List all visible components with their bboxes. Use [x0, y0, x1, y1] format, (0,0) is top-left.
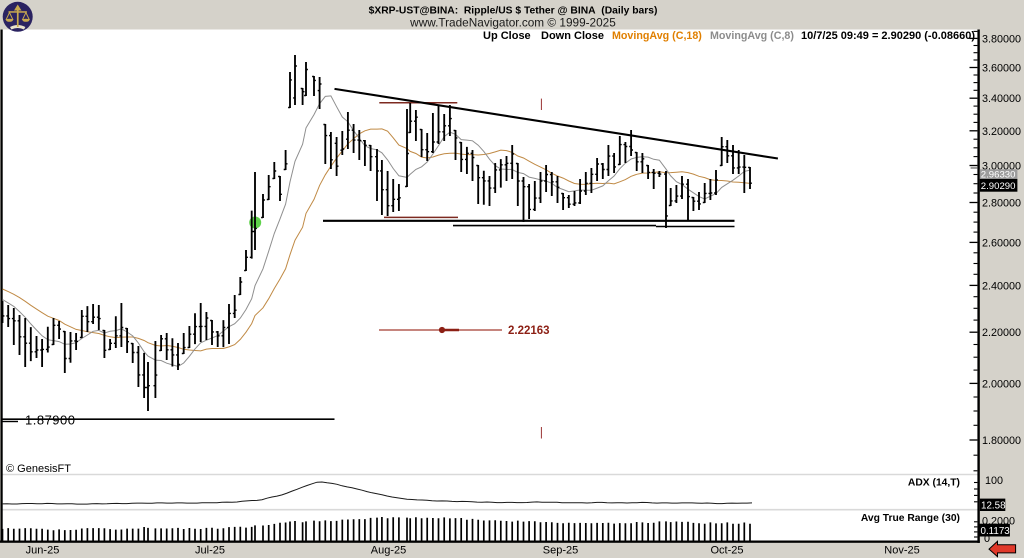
svg-text:Down Close: Down Close	[541, 30, 604, 42]
svg-text:3.40000: 3.40000	[982, 93, 1021, 105]
svg-text:3.80000: 3.80000	[982, 33, 1021, 45]
svg-text:2.90290: 2.90290	[981, 181, 1016, 192]
svg-text:MovingAvg (C,8): MovingAvg (C,8)	[710, 30, 794, 42]
svg-text:100: 100	[985, 475, 1003, 487]
svg-text:Aug-25: Aug-25	[371, 545, 406, 557]
svg-text:1.87900: 1.87900	[25, 413, 76, 428]
svg-text:Sep-25: Sep-25	[543, 545, 578, 557]
svg-text:1.80000: 1.80000	[982, 435, 1021, 447]
svg-text:10/7/25 09:49 = 2.90290 (-0.08: 10/7/25 09:49 = 2.90290 (-0.08660)	[801, 30, 975, 42]
svg-text:3.20000: 3.20000	[982, 126, 1021, 138]
svg-text:12.58: 12.58	[981, 500, 1006, 511]
svg-text:0: 0	[984, 533, 990, 545]
svg-text:$XRP-UST@BINA: Ripple/US $ Te: $XRP-UST@BINA: Ripple/US $ Tether @ BINA…	[369, 6, 658, 17]
svg-text:Jul-25: Jul-25	[195, 545, 225, 557]
svg-text:Up Close: Up Close	[483, 30, 531, 42]
svg-text:© GenesisFT: © GenesisFT	[6, 463, 71, 475]
svg-text:Oct-25: Oct-25	[710, 545, 743, 557]
svg-text:Avg True Range (30): Avg True Range (30)	[861, 513, 960, 524]
svg-text:Nov-25: Nov-25	[884, 545, 919, 557]
svg-text:2.22163: 2.22163	[508, 325, 550, 337]
svg-text:0.1173: 0.1173	[981, 526, 1011, 537]
svg-text:2.40000: 2.40000	[982, 280, 1021, 292]
svg-text:2.80000: 2.80000	[982, 198, 1021, 210]
svg-text:MovingAvg (C,18): MovingAvg (C,18)	[612, 30, 702, 42]
svg-text:www.TradeNavigator.com © 1999-: www.TradeNavigator.com © 1999-2025	[409, 16, 616, 30]
svg-text:2.96330: 2.96330	[981, 169, 1016, 180]
svg-text:Jun-25: Jun-25	[26, 545, 60, 557]
svg-text:2.00000: 2.00000	[982, 378, 1021, 390]
svg-text:2.60000: 2.60000	[982, 237, 1021, 249]
svg-text:3.60000: 3.60000	[982, 63, 1021, 75]
svg-text:ADX (14,T): ADX (14,T)	[908, 478, 960, 489]
svg-text:2.20000: 2.20000	[982, 327, 1021, 339]
